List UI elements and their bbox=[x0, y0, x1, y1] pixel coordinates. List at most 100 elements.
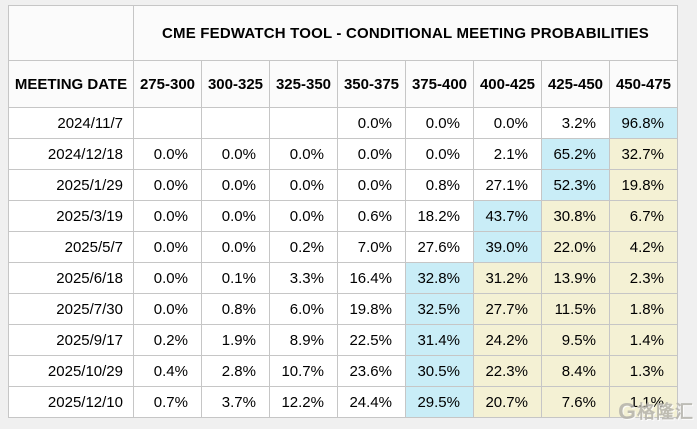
probability-cell: 1.4% bbox=[609, 324, 678, 356]
probability-cell: 0.0% bbox=[405, 138, 474, 170]
probability-cell: 0.2% bbox=[269, 231, 338, 263]
rate-range-column-header: 325-350 bbox=[269, 60, 338, 108]
meeting-date-cell: 2024/12/18 bbox=[8, 138, 134, 170]
probability-cell: 43.7% bbox=[473, 200, 542, 232]
probability-cell: 0.0% bbox=[201, 138, 270, 170]
probability-cell: 0.0% bbox=[133, 169, 202, 201]
probability-cell: 2.3% bbox=[609, 262, 678, 294]
rate-range-column-header: 300-325 bbox=[201, 60, 270, 108]
probability-cell: 32.5% bbox=[405, 293, 474, 325]
meeting-date-column-header: MEETING DATE bbox=[8, 60, 134, 108]
corner-cell bbox=[8, 5, 134, 61]
meeting-date-cell: 2024/11/7 bbox=[8, 107, 134, 139]
probability-cell: 0.0% bbox=[269, 169, 338, 201]
probability-cell: 0.8% bbox=[405, 169, 474, 201]
table-row: 2025/7/30 0.0% 0.8% 6.0% 19.8% 32.5% 27.7% 11.5… bbox=[8, 293, 678, 325]
probability-cell: 0.0% bbox=[269, 200, 338, 232]
probability-cell: 65.2% bbox=[541, 138, 610, 170]
rate-range-column-header: 350-375 bbox=[337, 60, 406, 108]
fedwatch-probabilities-table: CME FEDWATCH TOOL - CONDITIONAL MEETING … bbox=[8, 5, 678, 418]
probability-cell: 0.0% bbox=[269, 138, 338, 170]
meeting-date-cell: 2025/3/19 bbox=[8, 200, 134, 232]
probability-cell: 0.0% bbox=[337, 138, 406, 170]
meeting-date-cell: 2025/7/30 bbox=[8, 293, 134, 325]
table-row: 2025/9/17 0.2% 1.9% 8.9% 22.5% 31.4% 24.2% 9.5%… bbox=[8, 324, 678, 356]
probability-cell: 4.2% bbox=[609, 231, 678, 263]
probability-cell: 22.5% bbox=[337, 324, 406, 356]
probability-cell: 0.0% bbox=[133, 262, 202, 294]
table-title: CME FEDWATCH TOOL - CONDITIONAL MEETING … bbox=[133, 5, 678, 61]
probability-cell: 18.2% bbox=[405, 200, 474, 232]
probability-cell: 3.2% bbox=[541, 107, 610, 139]
probability-cell: 39.0% bbox=[473, 231, 542, 263]
probability-cell: 27.6% bbox=[405, 231, 474, 263]
probability-cell: 24.2% bbox=[473, 324, 542, 356]
column-header-row: MEETING DATE 275-300 300-325 325-350 350-375… bbox=[8, 60, 678, 108]
probability-cell: 29.5% bbox=[405, 386, 474, 418]
probability-cell: 0.0% bbox=[337, 169, 406, 201]
table-row: 2025/1/29 0.0% 0.0% 0.0% 0.0% 0.8% 27.1% 52.3% 1… bbox=[8, 169, 678, 201]
probability-cell bbox=[201, 107, 270, 139]
probability-cell: 22.0% bbox=[541, 231, 610, 263]
probability-cell: 96.8% bbox=[609, 107, 678, 139]
table-row: 2025/10/29 0.4% 2.8% 10.7% 23.6% 30.5% 22.3% 8.… bbox=[8, 355, 678, 387]
probability-cell: 32.7% bbox=[609, 138, 678, 170]
probability-cell: 2.1% bbox=[473, 138, 542, 170]
table-row: 2025/6/18 0.0% 0.1% 3.3% 16.4% 32.8% 31.2% 13.9… bbox=[8, 262, 678, 294]
probability-cell: 0.0% bbox=[133, 293, 202, 325]
probability-cell: 0.0% bbox=[201, 231, 270, 263]
probability-cell: 3.3% bbox=[269, 262, 338, 294]
rate-range-column-header: 400-425 bbox=[473, 60, 542, 108]
probability-cell: 0.0% bbox=[201, 169, 270, 201]
table-row: 2024/12/18 0.0% 0.0% 0.0% 0.0% 0.0% 2.1% 65.2% 3… bbox=[8, 138, 678, 170]
probability-cell: 0.0% bbox=[405, 107, 474, 139]
probability-cell: 6.0% bbox=[269, 293, 338, 325]
probability-cell: 7.0% bbox=[337, 231, 406, 263]
probability-cell: 52.3% bbox=[541, 169, 610, 201]
probability-cell: 0.0% bbox=[133, 200, 202, 232]
probability-cell: 0.6% bbox=[337, 200, 406, 232]
rate-range-column-header: 425-450 bbox=[541, 60, 610, 108]
probability-cell: 27.1% bbox=[473, 169, 542, 201]
probability-cell: 0.0% bbox=[133, 231, 202, 263]
probability-cell: 12.2% bbox=[269, 386, 338, 418]
probability-cell: 16.4% bbox=[337, 262, 406, 294]
probability-cell: 0.4% bbox=[133, 355, 202, 387]
probability-cell: 22.3% bbox=[473, 355, 542, 387]
probability-cell: 11.5% bbox=[541, 293, 610, 325]
probability-cell: 31.2% bbox=[473, 262, 542, 294]
table-row: 2024/11/7 0.0% 0.0% 0.0% 3.2% 96.8% bbox=[8, 107, 678, 139]
meeting-date-cell: 2025/10/29 bbox=[8, 355, 134, 387]
probability-cell: 19.8% bbox=[609, 169, 678, 201]
probability-cell: 0.0% bbox=[337, 107, 406, 139]
probability-cell: 1.3% bbox=[609, 355, 678, 387]
rate-range-column-header: 375-400 bbox=[405, 60, 474, 108]
meeting-date-cell: 2025/12/10 bbox=[8, 386, 134, 418]
probability-cell: 0.0% bbox=[473, 107, 542, 139]
probability-cell: 7.6% bbox=[541, 386, 610, 418]
probability-cell: 10.7% bbox=[269, 355, 338, 387]
title-row: CME FEDWATCH TOOL - CONDITIONAL MEETING … bbox=[8, 5, 678, 61]
probability-cell: 0.2% bbox=[133, 324, 202, 356]
probability-cell: 32.8% bbox=[405, 262, 474, 294]
probability-cell: 6.7% bbox=[609, 200, 678, 232]
probability-cell: 0.0% bbox=[201, 200, 270, 232]
probability-cell: 20.7% bbox=[473, 386, 542, 418]
meeting-date-cell: 2025/9/17 bbox=[8, 324, 134, 356]
probability-cell: 1.8% bbox=[609, 293, 678, 325]
probability-cell: 8.9% bbox=[269, 324, 338, 356]
probability-cell: 0.1% bbox=[201, 262, 270, 294]
meeting-date-cell: 2025/1/29 bbox=[8, 169, 134, 201]
probability-cell: 30.5% bbox=[405, 355, 474, 387]
table-row: 2025/12/10 0.7% 3.7% 12.2% 24.4% 29.5% 20.7% 7.… bbox=[8, 386, 678, 418]
probability-cell: 9.5% bbox=[541, 324, 610, 356]
probability-cell: 1.1% bbox=[609, 386, 678, 418]
probability-cell: 19.8% bbox=[337, 293, 406, 325]
rate-range-column-header: 275-300 bbox=[133, 60, 202, 108]
probability-cell: 27.7% bbox=[473, 293, 542, 325]
meeting-date-cell: 2025/5/7 bbox=[8, 231, 134, 263]
probability-cell bbox=[133, 107, 202, 139]
table-row: 2025/3/19 0.0% 0.0% 0.0% 0.6% 18.2% 43.7% 30.8%… bbox=[8, 200, 678, 232]
probability-cell: 3.7% bbox=[201, 386, 270, 418]
